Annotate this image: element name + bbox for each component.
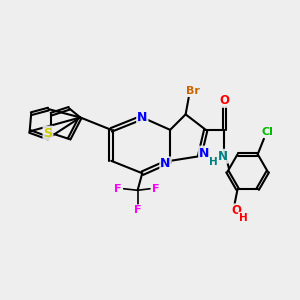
Text: N: N bbox=[218, 150, 228, 163]
Text: N: N bbox=[160, 158, 171, 170]
Text: N: N bbox=[137, 111, 147, 124]
Text: O: O bbox=[231, 204, 241, 217]
Text: F: F bbox=[152, 184, 159, 194]
Text: O: O bbox=[219, 94, 230, 107]
Text: S: S bbox=[44, 127, 52, 140]
Text: H: H bbox=[239, 213, 248, 223]
Text: Cl: Cl bbox=[261, 127, 273, 137]
Text: N: N bbox=[199, 147, 209, 160]
Text: Br: Br bbox=[187, 86, 200, 96]
Text: H: H bbox=[209, 158, 218, 167]
Text: F: F bbox=[114, 184, 122, 194]
Text: F: F bbox=[134, 206, 141, 215]
